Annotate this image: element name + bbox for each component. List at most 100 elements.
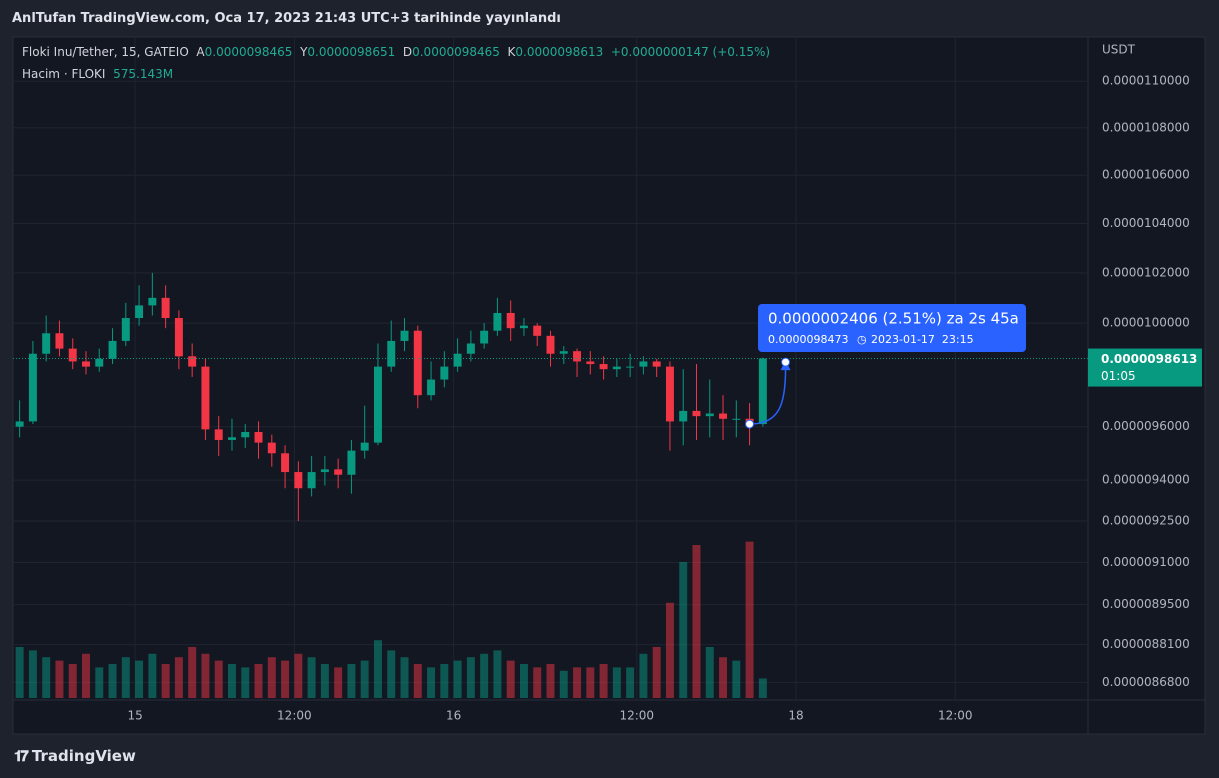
candle-body (387, 340, 396, 367)
low: 0.0000098465 (412, 45, 500, 59)
candle-body (347, 450, 356, 475)
candle-body (493, 312, 502, 331)
volume-bar (453, 660, 462, 698)
volume-bar (108, 664, 117, 698)
candle-body (108, 340, 117, 359)
candle-body (533, 325, 542, 336)
candle-body (214, 429, 223, 440)
annotation-change: 0.0000002406 (2.51%) za 2s 45a (768, 310, 1019, 328)
high: 0.0000098651 (307, 45, 396, 59)
volume-name: Hacim · FLOKI (22, 67, 106, 81)
volume-bar (533, 667, 542, 698)
volume-bar (55, 660, 64, 698)
brand: 𝟏𝟕 TradingView (14, 747, 136, 765)
volume-bar (573, 667, 582, 698)
last-price-label: 0.0000098613 (1101, 352, 1197, 366)
candle-body (267, 442, 276, 454)
y-tick-label: 0.0000086800 (1102, 675, 1190, 689)
volume-bar (95, 667, 104, 698)
volume-legend: Hacim · FLOKI 575.143M (22, 67, 173, 81)
candle-body (294, 472, 303, 489)
candle-body (95, 358, 104, 367)
candle-body (732, 418, 741, 420)
candle-body (719, 413, 728, 419)
candle-body (586, 361, 595, 365)
volume-bar (201, 653, 210, 698)
volume-bar (28, 650, 37, 698)
candle-body (15, 421, 24, 427)
volume-bar (294, 653, 303, 698)
candle-body (692, 410, 701, 417)
x-tick-label: 12:00 (938, 709, 973, 723)
volume-bar (400, 657, 409, 698)
volume-bar (241, 667, 250, 698)
candle-body (334, 469, 343, 475)
volume-bar (692, 545, 701, 698)
y-tick-label: 0.0000110000 (1102, 74, 1190, 88)
candle-body (705, 413, 714, 417)
volume-bar (546, 664, 555, 698)
candle-body (360, 442, 369, 451)
volume-bar (652, 647, 661, 698)
x-tick-label: 18 (788, 709, 803, 723)
candle-body (68, 348, 77, 362)
measure-start (745, 419, 755, 429)
open-label: A (196, 45, 205, 59)
y-tick-label: 0.0000089500 (1102, 597, 1190, 611)
candle-body (228, 437, 236, 440)
candle-body (188, 356, 197, 367)
candle-body (466, 343, 475, 354)
volume-bar (758, 678, 767, 698)
candle-body (480, 330, 489, 344)
open: 0.0000098465 (204, 45, 293, 59)
volume-bar (254, 664, 263, 698)
volume-bar (612, 667, 621, 698)
volume-bar (320, 664, 329, 698)
volume-bar (174, 657, 183, 698)
volume-bar (161, 664, 170, 698)
volume-bar (705, 647, 714, 698)
volume-bar (228, 664, 236, 698)
volume-bar (493, 650, 502, 698)
volume-bar (360, 660, 369, 698)
y-tick-label: 0.0000106000 (1102, 168, 1190, 182)
close: 0.0000098613 (515, 45, 604, 59)
candle-body (573, 351, 582, 362)
volume-bar (214, 660, 223, 698)
grid (13, 37, 1088, 700)
candle-body (639, 361, 648, 367)
y-tick-label: 0.0000088100 (1102, 637, 1190, 651)
volume-bar (334, 667, 343, 698)
candle-body (427, 379, 436, 396)
volume-bar (719, 657, 728, 698)
y-tick-label: 0.0000100000 (1102, 316, 1190, 330)
y-tick-label: 0.0000094000 (1102, 473, 1190, 487)
annotation-clock: ◷ (857, 333, 867, 346)
close-label: K (507, 45, 516, 59)
low-label: D (402, 45, 413, 59)
volume-value: 575.143M (113, 67, 174, 81)
candle-body (679, 410, 688, 422)
brand-name: TradingView (31, 747, 136, 765)
volume-bar (135, 660, 144, 698)
volume-bar (599, 664, 608, 698)
candle-body (373, 366, 382, 443)
last-price-box (1088, 348, 1202, 387)
candle-body (599, 364, 608, 370)
candle-body (626, 366, 635, 368)
y-tick-label: 0.0000102000 (1102, 265, 1190, 279)
candle-body (135, 305, 144, 319)
candle-body (241, 432, 250, 438)
volume-bar (559, 670, 568, 698)
candle-body (174, 318, 183, 357)
candle-body (307, 472, 316, 489)
candle-body (758, 358, 767, 425)
volume-bar (148, 653, 157, 698)
publish-note: AnlTufan TradingView.com, Oca 17, 2023 2… (12, 11, 561, 26)
candle-body (148, 297, 157, 306)
volume-bar (732, 660, 741, 698)
candle-body (652, 361, 661, 367)
candle-body (121, 318, 130, 341)
volume-bar (745, 541, 754, 698)
